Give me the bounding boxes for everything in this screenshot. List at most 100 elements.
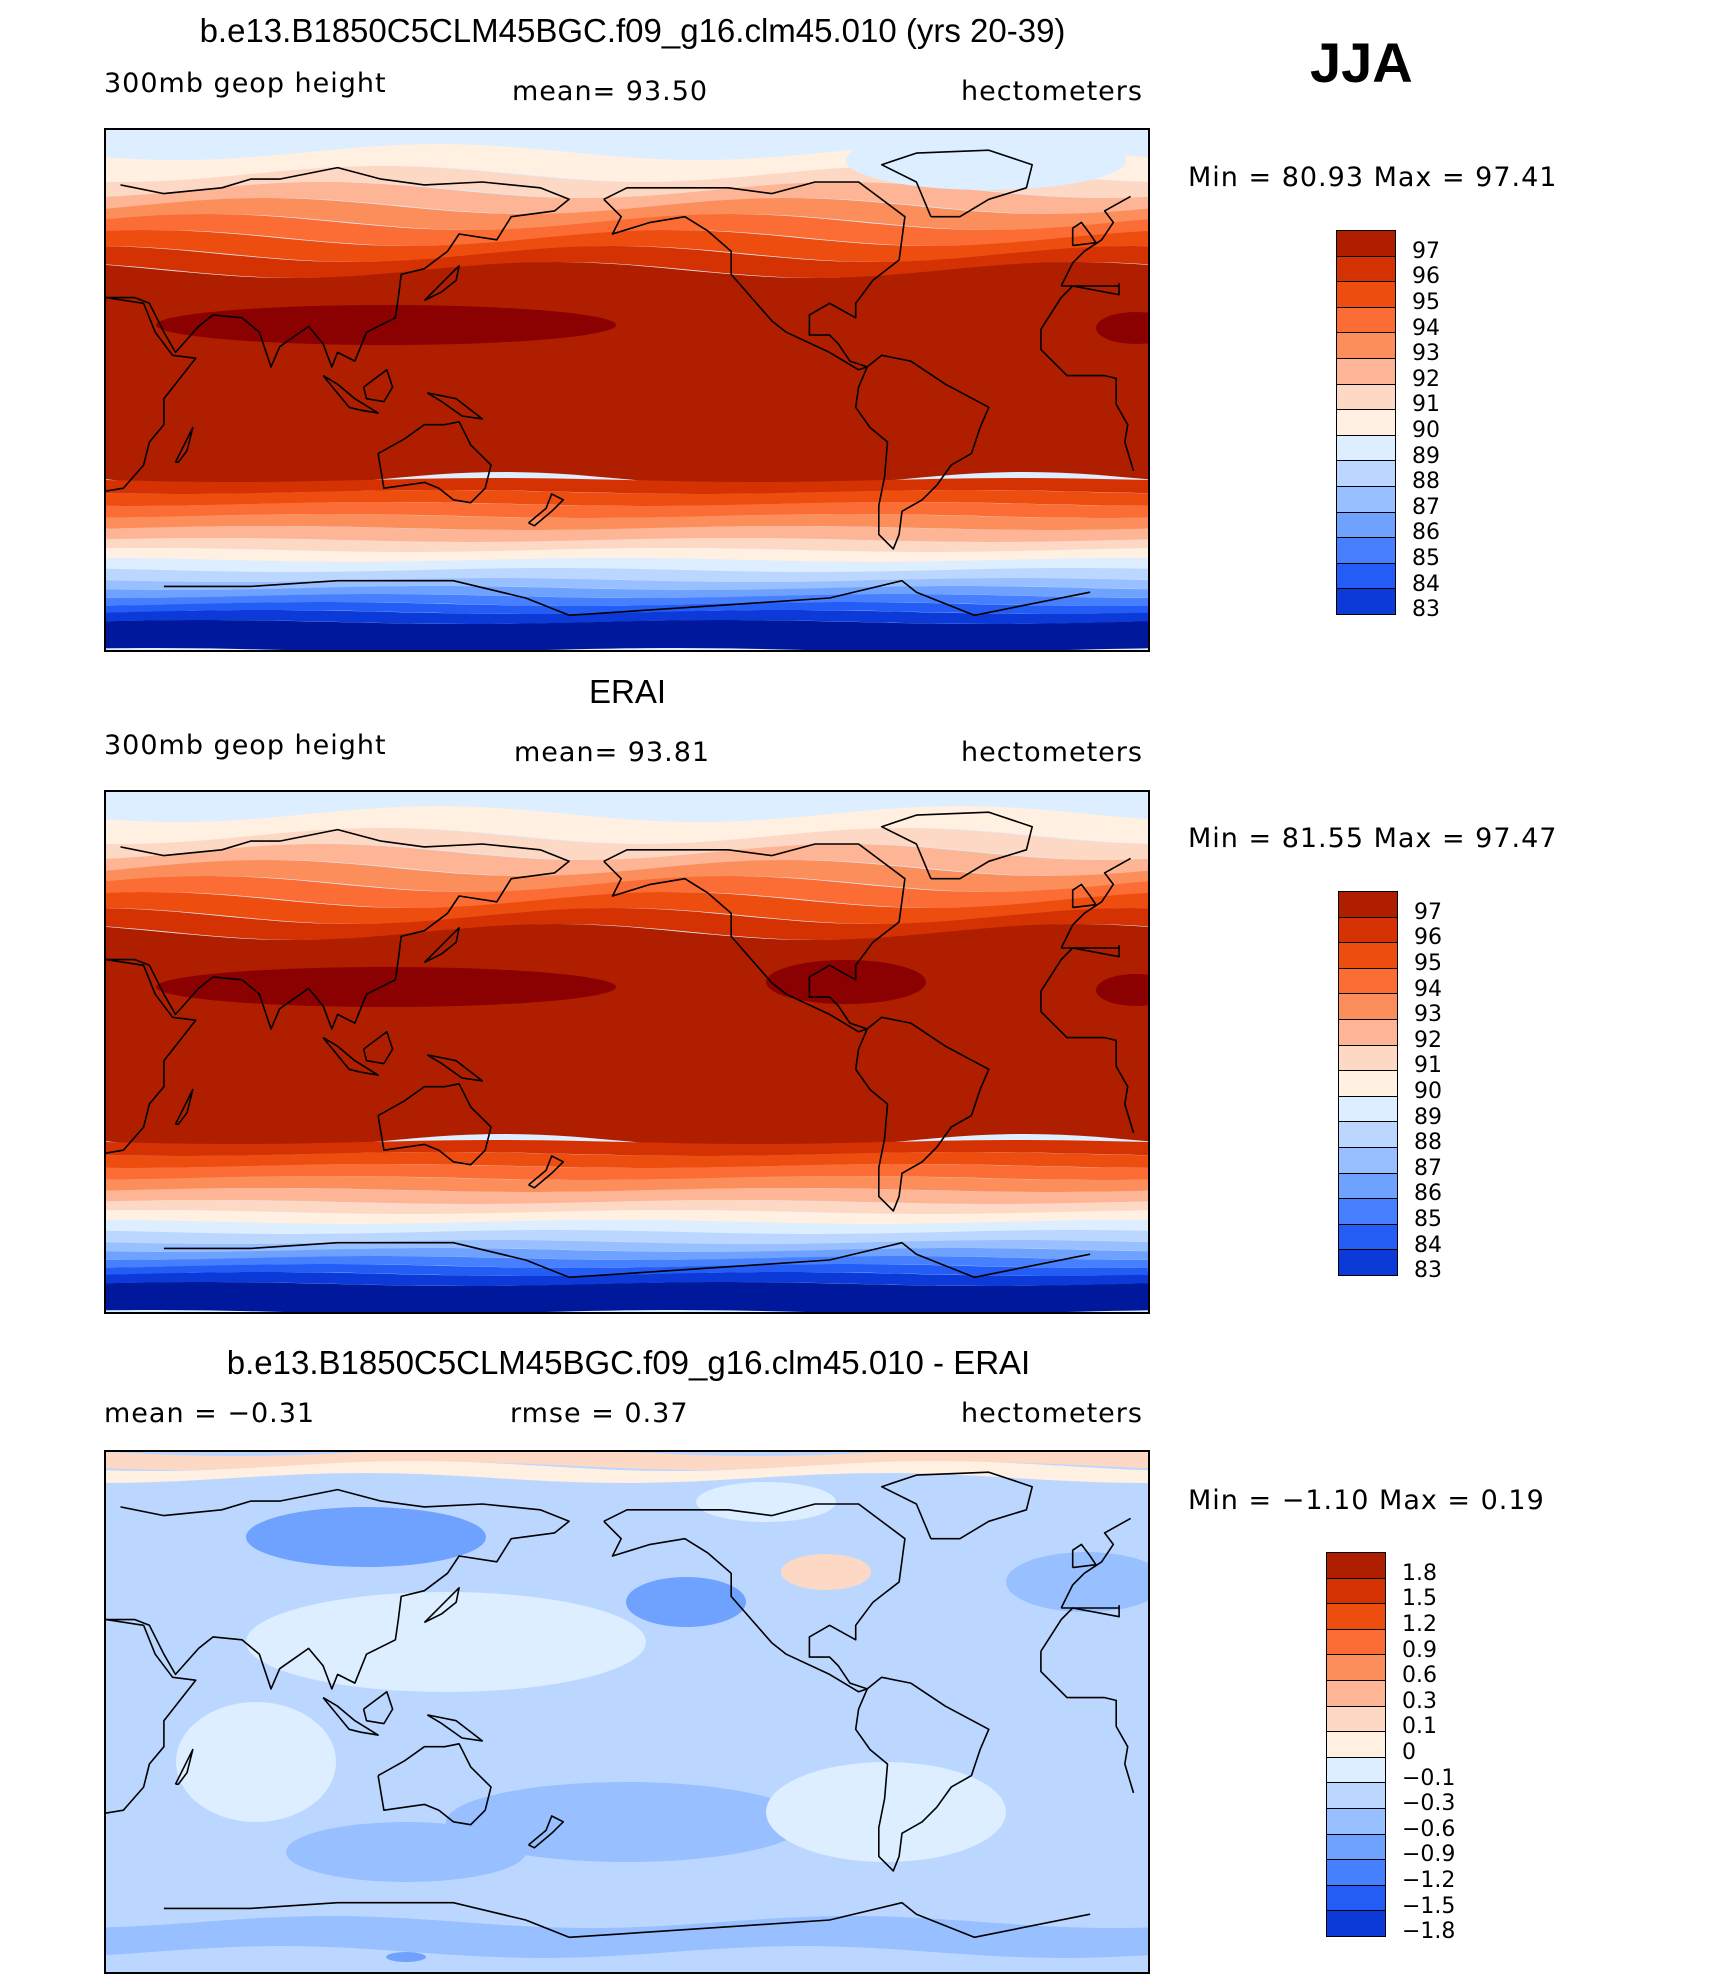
colorbar-swatch <box>1338 1249 1398 1276</box>
colorbar-label: 83 <box>1414 1258 1442 1284</box>
colorbar-swatch <box>1326 1603 1386 1630</box>
colorbar-swatch <box>1338 942 1398 969</box>
colorbar-swatch <box>1338 1172 1398 1200</box>
colorbar-swatch <box>1326 1833 1386 1861</box>
colorbar-swatch <box>1336 537 1396 564</box>
colorbar-swatch <box>1326 1808 1386 1835</box>
colorbar-label: 86 <box>1414 1181 1442 1207</box>
colorbar-label: 92 <box>1414 1027 1442 1053</box>
panel-1-variable-label: 300mb geop height <box>104 68 387 99</box>
colorbar-label: 94 <box>1414 976 1442 1002</box>
colorbar-label: 96 <box>1412 264 1440 290</box>
colorbar-label: 0.6 <box>1402 1663 1437 1689</box>
panel-3-min-max: Min = −1.10 Max = 0.19 <box>1188 1485 1545 1516</box>
colorbar-swatch <box>1326 1731 1386 1758</box>
colorbar-label: −1.8 <box>1402 1919 1456 1945</box>
colorbar-swatch <box>1326 1782 1386 1809</box>
colorbar-swatch <box>1338 1070 1398 1097</box>
colorbar-label: 85 <box>1412 545 1440 571</box>
colorbar-label: 0.1 <box>1402 1714 1437 1740</box>
colorbar-swatch <box>1326 1552 1386 1579</box>
colorbar-label: 88 <box>1414 1130 1442 1156</box>
colorbar-swatch <box>1326 1628 1386 1656</box>
colorbar-label: −1.2 <box>1402 1867 1456 1893</box>
colorbar-swatch <box>1336 358 1396 385</box>
colorbar-swatch <box>1336 281 1396 308</box>
colorbar-swatch <box>1338 1198 1398 1225</box>
colorbar-label: 87 <box>1414 1155 1442 1181</box>
colorbar-label: 93 <box>1412 341 1440 367</box>
colorbar-label: 95 <box>1412 289 1440 315</box>
panel-2-min-max: Min = 81.55 Max = 97.47 <box>1188 823 1558 854</box>
colorbar-label: 94 <box>1412 315 1440 341</box>
colorbar-swatch <box>1336 332 1396 359</box>
colorbar-swatch <box>1338 993 1398 1020</box>
colorbar-label: 96 <box>1414 925 1442 951</box>
colorbar-label: −1.5 <box>1402 1893 1456 1919</box>
colorbar-swatch <box>1338 1147 1398 1174</box>
panel-1-min-max: Min = 80.93 Max = 97.41 <box>1188 162 1558 193</box>
colorbar-label: 93 <box>1414 1002 1442 1028</box>
colorbar-swatch <box>1326 1680 1386 1707</box>
colorbar-swatch <box>1338 1121 1398 1148</box>
colorbar-swatch <box>1338 916 1398 944</box>
colorbar-label: 87 <box>1412 494 1440 520</box>
panel-2-variable-label: 300mb geop height <box>104 730 387 761</box>
colorbar-swatch <box>1336 511 1396 539</box>
season-label: JJA <box>1310 31 1413 94</box>
colorbar-swatch <box>1336 230 1396 257</box>
colorbar-swatch <box>1336 588 1396 615</box>
colorbar-label: 1.8 <box>1402 1560 1437 1586</box>
colorbar-swatch <box>1336 434 1396 462</box>
colorbar-swatch <box>1336 383 1396 411</box>
colorbar-swatch <box>1338 1095 1398 1123</box>
colorbar-label: 1.2 <box>1402 1611 1437 1637</box>
colorbar-label: 90 <box>1412 417 1440 443</box>
colorbar-label: 1.5 <box>1402 1586 1437 1612</box>
colorbar-label: 89 <box>1412 443 1440 469</box>
panel-3-rmse-label: rmse = 0.37 <box>510 1398 689 1429</box>
colorbar-label: 88 <box>1412 469 1440 495</box>
colorbar-label: 83 <box>1412 597 1440 623</box>
colorbar-swatch <box>1338 1044 1398 1072</box>
colorbar-label: 92 <box>1412 366 1440 392</box>
panel-2-mean-label: mean= 93.81 <box>514 737 711 768</box>
colorbar-label: 0.3 <box>1402 1688 1437 1714</box>
panel-3-mean-label: mean = −0.31 <box>104 1398 316 1429</box>
colorbar-label: 89 <box>1414 1104 1442 1130</box>
colorbar-label: 0.9 <box>1402 1637 1437 1663</box>
colorbar-label: 97 <box>1414 899 1442 925</box>
colorbar-label: 86 <box>1412 520 1440 546</box>
colorbar-swatch <box>1338 891 1398 918</box>
colorbar-swatch <box>1336 409 1396 436</box>
panel-2-units-label: hectometers <box>961 737 1143 768</box>
panel-1-units-label: hectometers <box>961 76 1143 107</box>
colorbar-swatch <box>1336 562 1396 590</box>
colorbar-swatch <box>1336 460 1396 487</box>
colorbar-label: 85 <box>1414 1206 1442 1232</box>
colorbar-label: 90 <box>1414 1078 1442 1104</box>
colorbar-swatch <box>1326 1654 1386 1681</box>
colorbar-label: −0.6 <box>1402 1816 1456 1842</box>
colorbar-swatch <box>1326 1859 1386 1886</box>
panel-2-title: ERAI <box>588 673 667 710</box>
panel-1-title: b.e13.B1850C5CLM45BGC.f09_g16.clm45.010 … <box>199 12 1066 49</box>
colorbar-label: 0 <box>1402 1739 1416 1765</box>
colorbar-swatch <box>1326 1910 1386 1937</box>
colorbar-swatch <box>1336 306 1396 334</box>
panel-3-units-label: hectometers <box>961 1398 1143 1429</box>
colorbar-swatch <box>1326 1577 1386 1605</box>
colorbar-label: 91 <box>1414 1053 1442 1079</box>
colorbar-label: 91 <box>1412 392 1440 418</box>
colorbar-label: −0.3 <box>1402 1791 1456 1817</box>
colorbar-swatch <box>1338 967 1398 995</box>
colorbar-swatch <box>1338 1223 1398 1251</box>
panel-2-map <box>104 790 1150 1314</box>
colorbar-swatch <box>1338 1019 1398 1046</box>
panel-1-mean-label: mean= 93.50 <box>512 76 709 107</box>
colorbar-label: 84 <box>1414 1232 1442 1258</box>
panel-3-title: b.e13.B1850C5CLM45BGC.f09_g16.clm45.010 … <box>226 1344 1031 1381</box>
panel-3-map <box>104 1450 1150 1974</box>
colorbar-label: −0.1 <box>1402 1765 1456 1791</box>
colorbar-label: 95 <box>1414 950 1442 976</box>
